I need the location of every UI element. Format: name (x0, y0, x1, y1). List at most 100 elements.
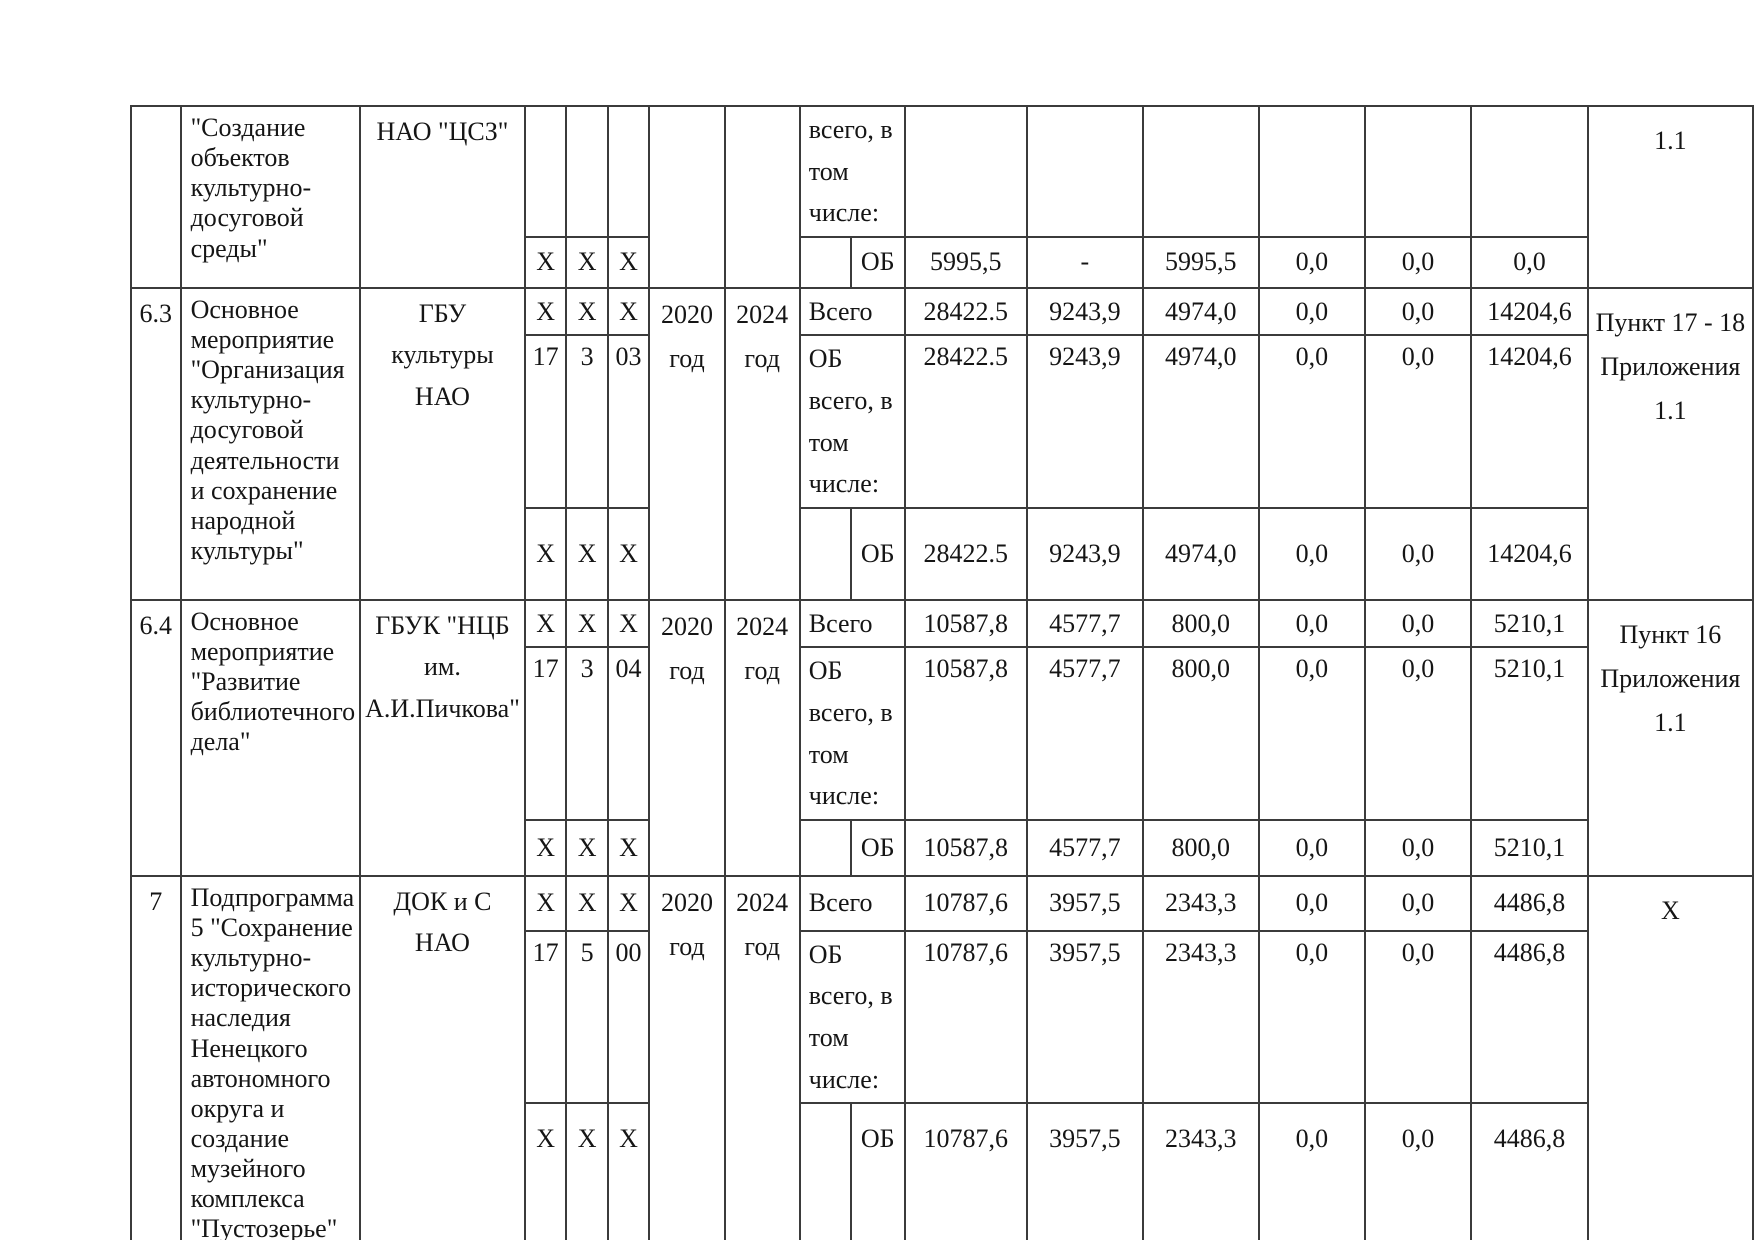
fin-value: 4974,0 (1141, 334, 1260, 509)
fin-value: 0,0 (1257, 235, 1366, 289)
fin-blank-cell (798, 818, 852, 877)
code-cell: 17 (523, 929, 568, 1105)
executor: ГБУ культуры НАО (359, 286, 526, 601)
year-end: 2024 год (723, 874, 801, 1240)
fin-value: 0,0 (1363, 334, 1473, 509)
fin-value: 10587,8 (903, 646, 1028, 821)
fin-value: 0,0 (1363, 874, 1473, 932)
fin-value: 9243,9 (1025, 506, 1144, 601)
fin-value: 28422.5 (903, 286, 1028, 337)
table-row: X X X ОБ 28422.5 9243,9 4974,0 0,0 0,0 1… (131, 506, 1753, 601)
executor: ГБУК "НЦБ им. А.И.Пичкова" (359, 598, 526, 877)
code-cell: X (523, 506, 568, 601)
fin-value: 4486,8 (1470, 1102, 1589, 1240)
fin-value: 9243,9 (1025, 334, 1144, 509)
fin-value: 5210,1 (1470, 646, 1589, 821)
table-row: 7 Подпрограмма 5 "Сохранение культурно-и… (130, 874, 1754, 1240)
code-cell: 17 (523, 646, 568, 821)
year-end: 2024 год (723, 598, 801, 877)
year-start: 2020 год (648, 286, 726, 601)
program-name: Основное мероприятие "Развитие библиотеч… (179, 598, 362, 877)
note-cell: Пункт 17 - 18 Приложения 1.1 (1586, 286, 1754, 601)
executor: ДОК и С НАО (359, 874, 526, 1240)
fin-source-ob: ОБ (849, 818, 906, 877)
fin-value: 14204,6 (1470, 506, 1589, 601)
code-cell: X (606, 1102, 651, 1240)
fin-value: 14204,6 (1470, 334, 1589, 509)
fin-blank-cell (798, 235, 852, 289)
table-row: 6.3 Основное мероприятие "Организация ку… (130, 286, 1754, 601)
fin-value: 4486,8 (1470, 929, 1589, 1105)
fin-value: 0,0 (1257, 818, 1366, 877)
row-number: 6.4 (130, 598, 182, 877)
fin-source-label: ОБ всего, в том числе: (798, 929, 906, 1105)
fin-source-label: ОБ всего, в том числе: (798, 646, 906, 821)
code-cell: 5 (565, 929, 609, 1105)
fin-value: 4577,7 (1025, 818, 1144, 877)
fin-value: 4577,7 (1025, 598, 1144, 649)
fin-value: 14204,6 (1470, 286, 1589, 337)
code-cell: X (565, 1102, 609, 1240)
fin-value (1141, 105, 1260, 238)
fin-value: 0,0 (1363, 506, 1473, 601)
note-cell: 1.1 (1586, 105, 1754, 289)
year-end: 2024 год (723, 286, 801, 601)
fin-value: 5995,5 (903, 235, 1028, 289)
code-cell: X (606, 598, 651, 649)
fin-value (903, 105, 1028, 238)
fin-value: 4974,0 (1141, 506, 1260, 601)
code-cell: X (565, 286, 609, 337)
year-end (723, 105, 801, 289)
fin-value: 3957,5 (1025, 874, 1144, 932)
code-cell: X (565, 235, 609, 289)
program-name: "Создание объектов культурно-досуговой с… (179, 105, 362, 289)
code-cell: X (606, 235, 651, 289)
fin-value: 0,0 (1257, 598, 1366, 649)
code-cell: X (523, 818, 568, 877)
fin-value: 800,0 (1141, 818, 1260, 877)
fin-source-ob: ОБ (849, 1102, 906, 1240)
table-row: X X X ОБ 5995,5 - 5995,5 0,0 0,0 0,0 (131, 235, 1753, 289)
fin-value: 10787,6 (903, 874, 1028, 932)
fin-source-label: ОБ всего, в том числе: (798, 334, 906, 509)
table-row: 17 3 03 ОБ всего, в том числе: 28422.5 9… (131, 334, 1753, 509)
table-row: 17 5 00 ОБ всего, в том числе: 10787,6 3… (131, 929, 1753, 1105)
fin-source-label: Всего (798, 598, 906, 649)
table-row: X X X ОБ 10787,6 3957,5 2343,3 0,0 0,0 4… (131, 1102, 1753, 1240)
table-row: 6.4 Основное мероприятие "Развитие библи… (130, 598, 1754, 877)
fin-source-label: Всего (798, 286, 906, 337)
program-name: Основное мероприятие "Организация культу… (179, 286, 362, 601)
code-cell: X (523, 598, 568, 649)
fin-value: 0,0 (1363, 1102, 1473, 1240)
fin-value: 5210,1 (1470, 818, 1589, 877)
fin-source-label: Всего (798, 874, 906, 932)
fin-value: 10787,6 (903, 1102, 1028, 1240)
code-cell: X (523, 286, 568, 337)
fin-value: 0,0 (1257, 506, 1366, 601)
fin-value: 9243,9 (1025, 286, 1144, 337)
fin-value: 2343,3 (1141, 929, 1260, 1105)
code-cell: 3 (565, 334, 609, 509)
code-cell: X (523, 235, 568, 289)
code-cell: 03 (606, 334, 651, 509)
code-cell: 00 (606, 929, 651, 1105)
fin-value (1025, 105, 1144, 238)
code-cell: X (565, 874, 609, 932)
fin-value: 28422.5 (903, 334, 1028, 509)
year-start (648, 105, 726, 289)
fin-value: 5995,5 (1141, 235, 1260, 289)
fin-value (1470, 105, 1589, 238)
fin-value (1257, 105, 1366, 238)
row-number (130, 105, 182, 289)
fin-value: 0,0 (1257, 874, 1366, 932)
fin-value: 0,0 (1363, 286, 1473, 337)
code-cell: X (606, 506, 651, 601)
code-cell (565, 105, 609, 238)
code-cell: X (565, 818, 609, 877)
code-cell: X (606, 286, 651, 337)
code-cell: X (523, 874, 568, 932)
note-cell: X (1586, 874, 1754, 1240)
fin-value: 10587,8 (903, 598, 1028, 649)
code-cell: X (523, 1102, 568, 1240)
